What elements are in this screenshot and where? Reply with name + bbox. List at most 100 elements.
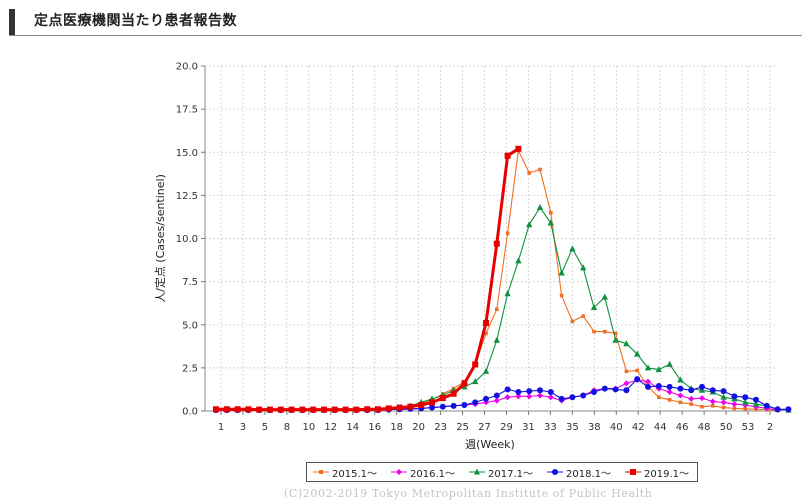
x-tick-label: 44 — [654, 422, 667, 433]
data-point — [504, 152, 511, 159]
data-point — [657, 395, 661, 399]
data-point — [547, 394, 554, 401]
data-point — [731, 393, 738, 400]
data-point — [495, 307, 499, 312]
x-tick-label: 29 — [500, 422, 513, 433]
data-point — [515, 389, 522, 396]
data-point — [592, 329, 596, 334]
x-tick-label: 27 — [478, 422, 491, 433]
data-point — [450, 390, 457, 397]
legend-label: 2019.1～ — [644, 468, 689, 480]
data-point — [580, 392, 587, 399]
data-point — [645, 383, 651, 390]
legend-marker — [469, 467, 485, 477]
data-point — [709, 387, 716, 394]
data-point — [515, 145, 522, 152]
data-point — [407, 403, 414, 410]
y-tick-label: 17.5 — [176, 105, 198, 116]
legend-marker — [391, 467, 407, 477]
data-point — [439, 403, 446, 410]
data-point — [666, 360, 673, 367]
x-tick-label: 12 — [324, 422, 337, 433]
data-point — [774, 406, 781, 413]
page-title: 定点医療機関当たり患者報告数 — [34, 13, 237, 29]
x-tick-label: 48 — [698, 422, 711, 433]
data-point — [624, 369, 629, 374]
x-tick-label: 38 — [588, 422, 601, 433]
data-point — [678, 400, 683, 405]
data-point — [688, 395, 695, 402]
x-tick-label: 46 — [676, 422, 689, 433]
x-tick-label: 42 — [632, 422, 645, 433]
x-tick-label: 40 — [610, 422, 623, 433]
data-point — [580, 264, 587, 271]
x-tick-label: 53 — [742, 422, 755, 433]
x-tick-label: 2 — [767, 422, 773, 433]
y-tick-label: 15.0 — [176, 148, 198, 159]
data-point — [461, 401, 468, 408]
data-point — [234, 406, 241, 413]
x-tick-label: 50 — [720, 422, 733, 433]
x-tick-label: 1 — [218, 422, 224, 433]
data-point — [666, 389, 673, 396]
x-tick-label: 8 — [284, 422, 290, 433]
data-point — [547, 219, 554, 226]
legend-item: 2019.1～ — [625, 465, 689, 480]
x-tick-label: 23 — [434, 422, 447, 433]
data-point — [484, 331, 488, 336]
data-point — [472, 361, 479, 368]
x-tick-label: 14 — [346, 422, 359, 433]
data-point — [213, 406, 219, 413]
x-tick-label: 35 — [566, 422, 579, 433]
data-point — [549, 210, 553, 215]
data-point — [590, 304, 598, 310]
data-point — [699, 383, 705, 390]
legend-marker — [547, 467, 563, 477]
data-point — [331, 406, 338, 413]
data-point — [612, 336, 619, 343]
data-point — [267, 406, 273, 413]
section-header: 定点医療機関当たり患者報告数 — [0, 0, 802, 36]
data-point — [711, 404, 715, 408]
data-point — [245, 406, 252, 413]
data-point — [558, 395, 565, 402]
data-point — [666, 383, 673, 390]
data-point — [483, 320, 489, 327]
data-point — [353, 406, 360, 413]
data-point — [731, 401, 738, 408]
y-tick-label: 10.0 — [176, 234, 198, 245]
data-point — [601, 385, 608, 392]
data-point — [256, 406, 263, 413]
x-tick-label: 18 — [390, 422, 403, 433]
data-point — [547, 389, 554, 396]
x-tick-label: 33 — [544, 422, 557, 433]
data-point — [558, 269, 565, 276]
data-point — [667, 397, 672, 402]
x-tick-label: 20 — [412, 422, 425, 433]
data-point — [439, 395, 446, 402]
chart-legend: 2015.1～ 2016.1～ 2017.1～ 2018.1～ 2019.1～ — [306, 462, 698, 482]
y-tick-label: 20.0 — [176, 62, 198, 73]
data-point — [623, 380, 630, 387]
data-point — [223, 406, 230, 413]
data-point — [288, 406, 295, 413]
y-tick-label: 12.5 — [176, 191, 198, 202]
data-point — [700, 404, 704, 409]
data-point — [742, 394, 749, 401]
data-point — [536, 203, 544, 210]
legend-label: 2018.1～ — [566, 468, 611, 480]
data-point — [601, 293, 608, 300]
data-point — [763, 402, 770, 409]
data-point — [482, 367, 490, 374]
data-point — [526, 221, 533, 228]
data-point — [493, 392, 500, 399]
data-point — [720, 388, 727, 395]
data-point — [493, 336, 500, 343]
data-point — [504, 290, 511, 297]
legend-label: 2015.1～ — [332, 468, 377, 480]
y-tick-label: 2.5 — [182, 363, 198, 374]
data-point — [526, 393, 533, 400]
data-point — [299, 406, 306, 413]
data-point — [472, 378, 479, 385]
